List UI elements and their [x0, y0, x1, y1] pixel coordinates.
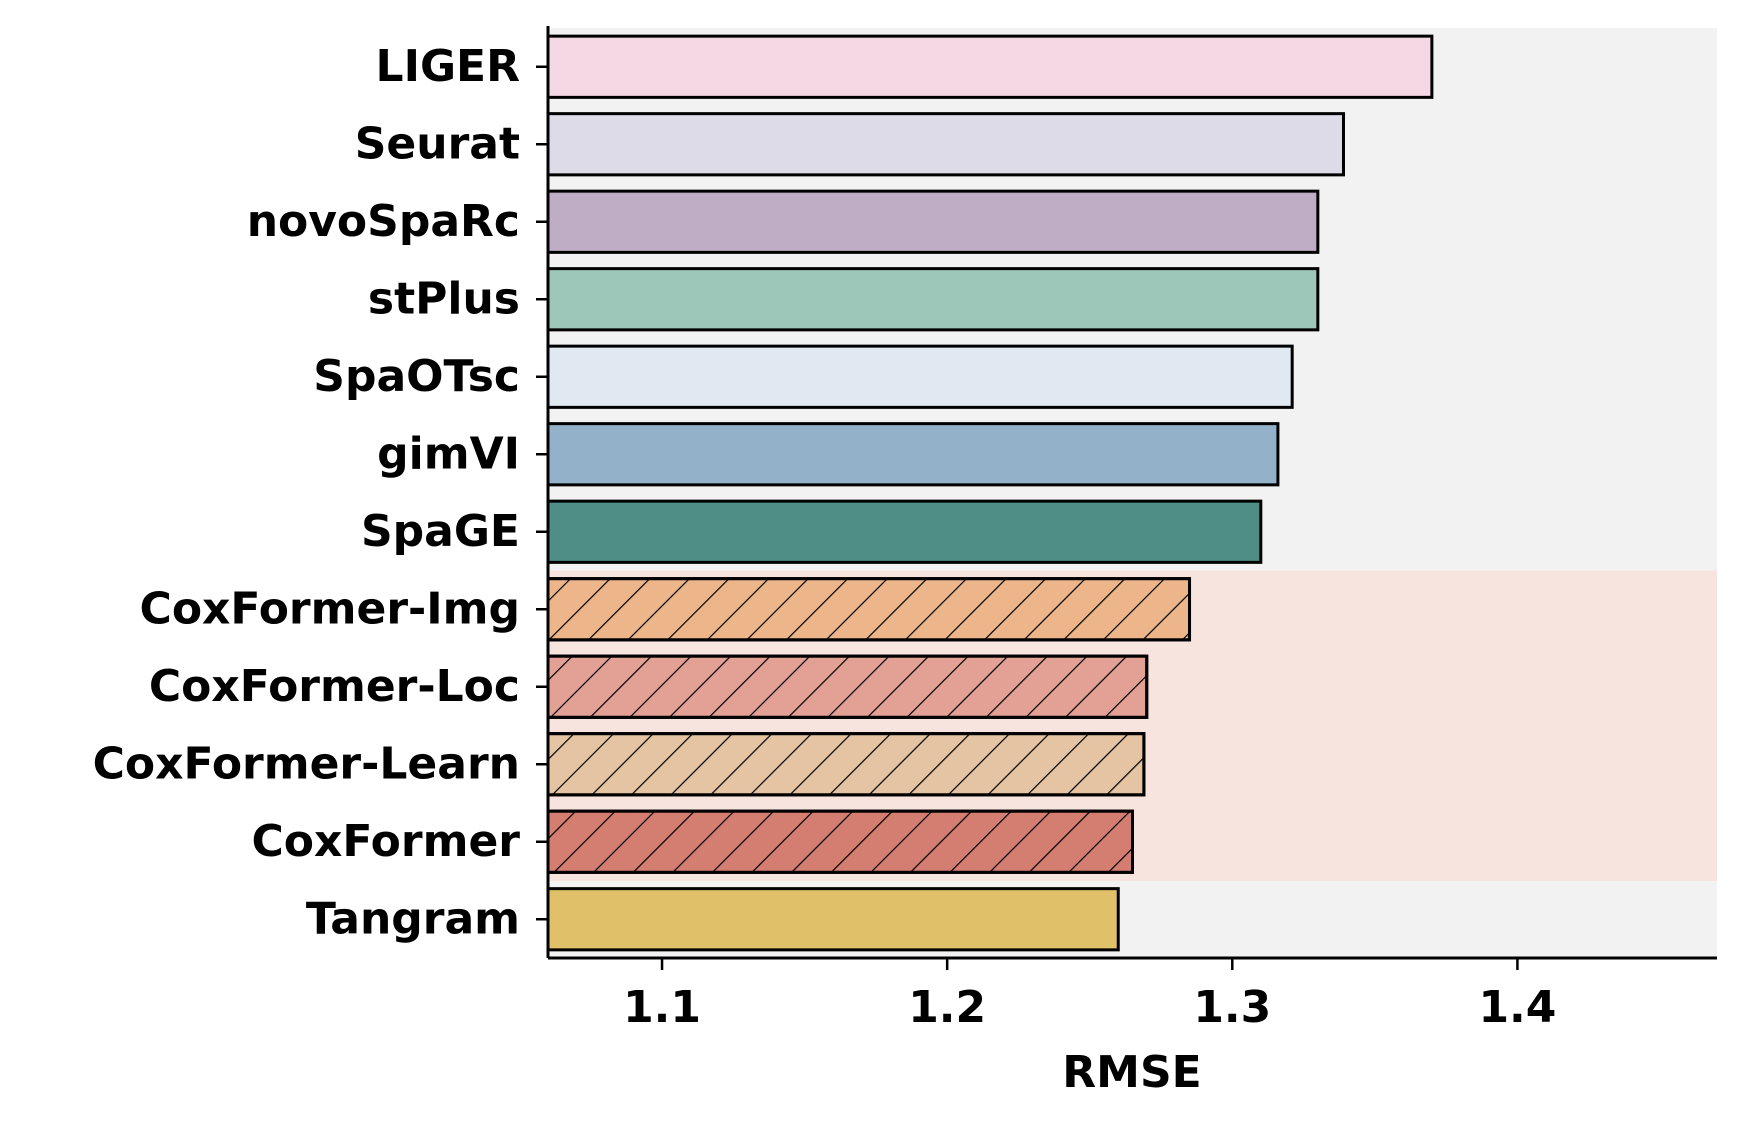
y-tick-label: SpaOTsc — [313, 351, 520, 402]
y-tick-label: CoxFormer-Learn — [93, 738, 520, 789]
x-tick-label: 1.3 — [1193, 982, 1271, 1033]
bar — [546, 112, 1345, 177]
x-tick-label: 1.2 — [908, 982, 986, 1033]
y-tick-label: Seurat — [355, 118, 520, 169]
bar-hatch — [546, 654, 1149, 719]
bar — [546, 499, 1263, 564]
y-tick-label: CoxFormer-Loc — [149, 661, 520, 712]
y-tick-label: novoSpaRc — [247, 196, 520, 247]
x-tick-label: 1.4 — [1478, 982, 1556, 1033]
bar-hatch — [546, 577, 1192, 642]
bar — [546, 887, 1120, 952]
bar — [546, 344, 1294, 409]
y-tick-label: LIGER — [376, 41, 520, 92]
x-axis-label: RMSE — [1062, 1047, 1201, 1098]
bar-hatch — [546, 809, 1134, 874]
y-tick-label: CoxFormer-Img — [140, 583, 520, 634]
y-tick-label: Tangram — [306, 893, 520, 944]
y-tick-label: SpaGE — [361, 506, 520, 557]
bar — [546, 189, 1320, 254]
bar — [546, 267, 1320, 332]
bar — [546, 422, 1280, 487]
y-tick-label: gimVI — [377, 428, 520, 479]
y-tick-label: stPlus — [368, 273, 520, 324]
y-tick-label: CoxFormer — [252, 816, 521, 867]
bar — [546, 34, 1434, 99]
x-tick-label: 1.1 — [623, 982, 701, 1033]
bar-hatch — [546, 732, 1146, 797]
